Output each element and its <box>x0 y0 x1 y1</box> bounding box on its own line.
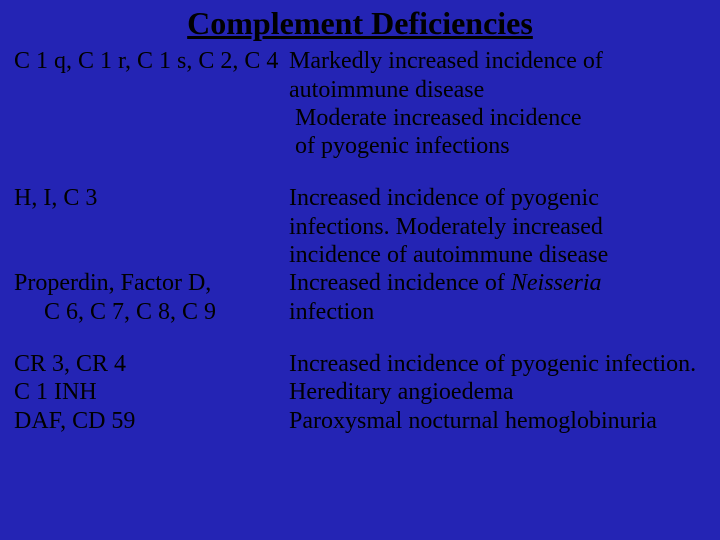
row-1-left: C 1 q, C 1 r, C 1 s, C 2, C 4 <box>14 47 279 160</box>
text: DAF, CD 59 <box>14 408 135 434</box>
text: H, I, C 3 <box>14 185 97 211</box>
row-3: CR 3, CR 4 C 1 INH DAF, CD 59 Increased … <box>14 350 706 435</box>
text: Increased incidence of <box>289 270 511 296</box>
row-1-right: Markedly increased incidence of autoimmu… <box>289 47 706 160</box>
row-2-right: Increased incidence of pyogenic infectio… <box>289 184 706 326</box>
text: C 6, C 7, C 8, C 9 <box>14 298 279 326</box>
text: Increased incidence of pyogenic infectio… <box>289 351 696 377</box>
text: C 1 INH <box>14 379 97 405</box>
text: Moderate increased incidence <box>289 104 706 132</box>
text: infections. Moderately increased <box>289 214 603 240</box>
text: Markedly increased incidence of <box>289 48 603 74</box>
text: incidence of autoimmune disease <box>289 242 608 268</box>
row-1: C 1 q, C 1 r, C 1 s, C 2, C 4 Markedly i… <box>14 47 706 160</box>
text: Hereditary angioedema <box>289 379 514 405</box>
text: of pyogenic infections <box>289 132 706 160</box>
row-2: H, I, C 3 Properdin, Factor D, C 6, C 7,… <box>14 184 706 326</box>
text: CR 3, CR 4 <box>14 351 126 377</box>
slide: Complement Deficiencies C 1 q, C 1 r, C … <box>0 0 720 540</box>
text: autoimmune disease <box>289 77 484 103</box>
text: infection <box>289 299 374 325</box>
text: Increased incidence of pyogenic <box>289 185 599 211</box>
page-title: Complement Deficiencies <box>14 6 706 41</box>
row-3-left: CR 3, CR 4 C 1 INH DAF, CD 59 <box>14 350 279 435</box>
row-2-left: H, I, C 3 Properdin, Factor D, C 6, C 7,… <box>14 184 279 326</box>
text: Paroxysmal nocturnal hemoglobinuria <box>289 408 657 434</box>
text-italic: Neisseria <box>511 270 602 296</box>
text: C 1 q, C 1 r, C 1 s, C 2, C 4 <box>14 48 278 74</box>
row-3-right: Increased incidence of pyogenic infectio… <box>289 350 706 435</box>
text: Properdin, Factor D, <box>14 270 211 296</box>
